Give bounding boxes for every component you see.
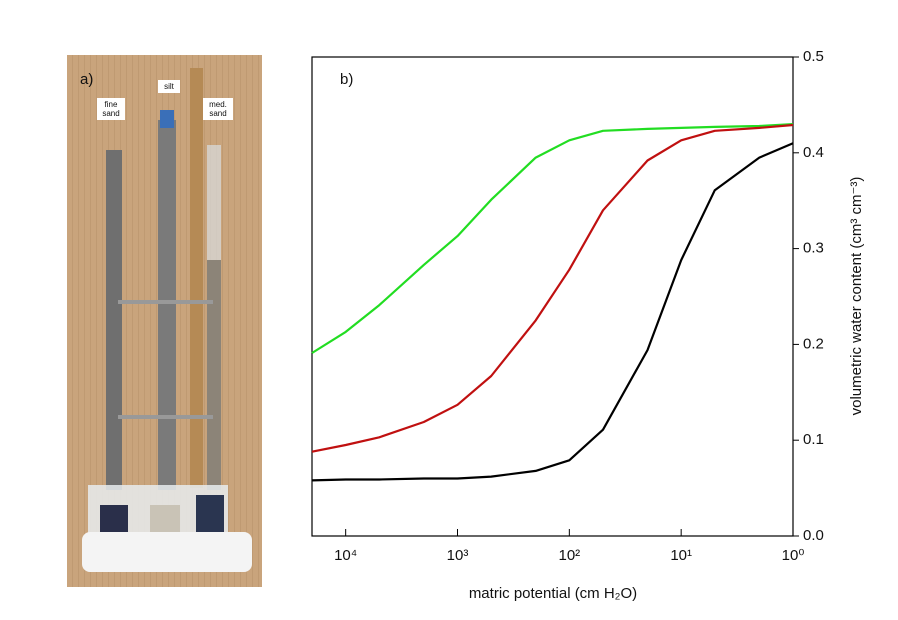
clamp — [118, 415, 213, 419]
photo-label: med. sand — [203, 98, 233, 120]
silt-cap — [160, 110, 174, 128]
curve — [311, 123, 794, 354]
photo-panel-label: a) — [80, 71, 93, 88]
x-axis-label: matric potential (cm H₂O) — [469, 585, 637, 602]
y-tick-label: 0.2 — [803, 335, 824, 352]
y-tick-label: 0.4 — [803, 144, 824, 161]
column-med-sand — [207, 260, 221, 490]
x-tick-label: 10¹ — [670, 547, 692, 564]
x-tick-label: 10³ — [447, 547, 469, 564]
ruler — [190, 68, 203, 488]
plot-frame — [311, 56, 794, 537]
y-tick-label: 0.0 — [803, 527, 824, 544]
curve — [311, 123, 794, 453]
clamp — [118, 300, 213, 304]
photo-label: silt — [158, 80, 180, 93]
curve — [311, 142, 794, 482]
beaker-water — [100, 505, 128, 535]
beaker-water — [196, 495, 224, 533]
y-tick-label: 0.3 — [803, 240, 824, 257]
photo: a) — [67, 55, 262, 587]
y-axis-label: volumetric water content (cm³ cm⁻³) — [848, 177, 865, 416]
y-tick-label: 0.1 — [803, 431, 824, 448]
column-fine-sand — [106, 150, 122, 490]
x-tick-label: 10² — [558, 547, 580, 564]
photo-label: fine sand — [97, 98, 125, 120]
base — [82, 532, 252, 572]
chart-panel-label: b) — [340, 71, 353, 88]
column-silt — [158, 120, 176, 490]
x-tick-label: 10⁴ — [334, 547, 357, 564]
x-tick-label: 10⁰ — [782, 547, 805, 564]
y-tick-label: 0.5 — [803, 48, 824, 65]
column-med-sand-empty — [207, 145, 221, 260]
